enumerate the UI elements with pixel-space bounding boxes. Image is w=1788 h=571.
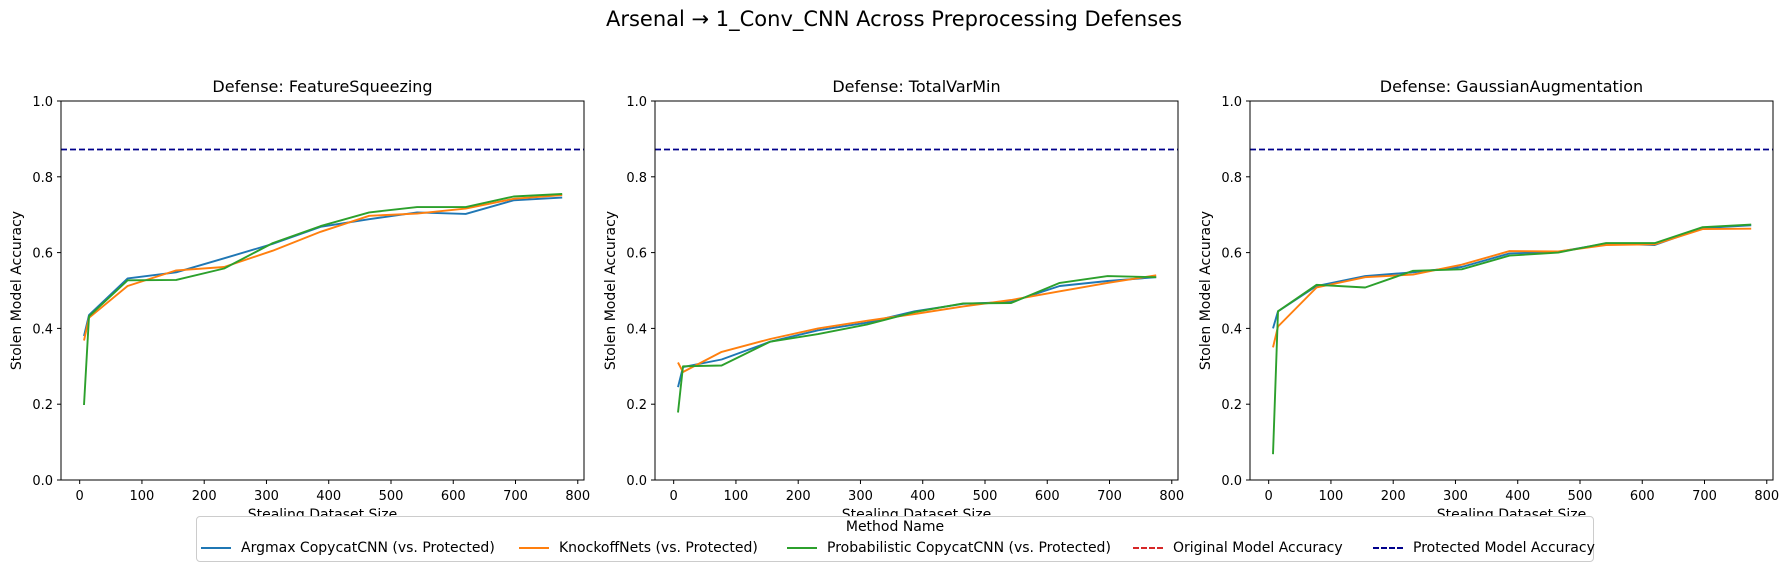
- legend-swatch: [787, 547, 817, 549]
- y-axis-label: Stolen Model Accuracy: [9, 211, 25, 370]
- legend-label: Protected Model Accuracy: [1413, 540, 1595, 556]
- x-tick-label: 100: [724, 489, 749, 504]
- y-tick-label: 0.8: [32, 171, 53, 186]
- x-tick-label: 0: [670, 489, 678, 504]
- series-line-probabilistic-copycatcnn-vs-protected: [677, 275, 1157, 413]
- legend-swatch: [519, 547, 549, 549]
- axes-frame: [654, 100, 1179, 481]
- y-tick-label: 0.8: [626, 171, 647, 186]
- y-tick-label: 0.6: [626, 247, 647, 262]
- y-tick-label: 1.0: [1221, 95, 1242, 110]
- x-tick-label: 700: [1097, 489, 1122, 504]
- legend-item-argmax-copycatcnn: Argmax CopycatCNN (vs. Protected): [201, 539, 495, 557]
- legend-swatch: [1133, 547, 1163, 549]
- x-tick-label: 200: [786, 489, 811, 504]
- x-tick-label: 800: [1754, 489, 1779, 504]
- series-line-argmax-copycatcnn-vs-protected: [677, 276, 1157, 388]
- y-tick-label: 0.4: [626, 322, 647, 337]
- axes-frame: [60, 100, 585, 481]
- y-axis-label: Stolen Model Accuracy: [1198, 211, 1214, 370]
- subplot-1: Defense: FeatureSqueezing 0.0 0.2 0.4 0.6 0.8…: [9, 77, 590, 523]
- legend-item-protected-model-accuracy: Protected Model Accuracy: [1373, 539, 1595, 557]
- legend-swatch: [201, 547, 231, 549]
- y-axis-label: Stolen Model Accuracy: [603, 211, 619, 370]
- series-line-knockoffnets-vs-protected: [83, 194, 563, 341]
- legend-label: Argmax CopycatCNN (vs. Protected): [241, 540, 495, 556]
- y-tick-label: 0.4: [1221, 322, 1242, 337]
- y-tick-label: 0.0: [1221, 474, 1242, 489]
- series-line-knockoffnets-vs-protected: [677, 274, 1157, 373]
- legend: Method Name Argmax CopycatCNN (vs. Prote…: [196, 516, 1595, 562]
- legend-label: KnockoffNets (vs. Protected): [559, 540, 758, 556]
- x-tick-label: 0: [76, 489, 84, 504]
- x-tick-label: 600: [441, 489, 466, 504]
- series-line-probabilistic-copycatcnn-vs-protected: [83, 192, 563, 406]
- x-tick-label: 600: [1035, 489, 1060, 504]
- x-tick-label: 100: [130, 489, 155, 504]
- x-tick-label: 400: [910, 489, 935, 504]
- x-tick-label: 300: [1443, 489, 1468, 504]
- x-tick-label: 400: [1505, 489, 1530, 504]
- y-tick-label: 0.0: [626, 474, 647, 489]
- x-tick-label: 300: [848, 489, 873, 504]
- series-line-argmax-copycatcnn-vs-protected: [83, 196, 563, 337]
- y-tick-label: 0.6: [1221, 247, 1242, 262]
- subplot-3: Defense: GaussianAugmentation 0.0 0.2 0.4 0.…: [1198, 77, 1779, 523]
- x-tick-label: 600: [1630, 489, 1655, 504]
- subplot-title: Defense: FeatureSqueezing: [212, 77, 432, 96]
- x-tick-label: 800: [1159, 489, 1184, 504]
- x-tick-label: 300: [254, 489, 279, 504]
- y-tick-label: 0.6: [32, 247, 53, 262]
- y-tick-label: 1.0: [32, 95, 53, 110]
- x-tick-label: 0: [1265, 489, 1273, 504]
- axes-frame: [1249, 100, 1774, 481]
- y-tick-label: 0.2: [1221, 398, 1242, 413]
- x-tick-label: 200: [1381, 489, 1406, 504]
- legend-item-original-model-accuracy: Original Model Accuracy: [1133, 539, 1343, 557]
- x-tick-label: 700: [1692, 489, 1717, 504]
- x-tick-label: 100: [1319, 489, 1344, 504]
- series-line-probabilistic-copycatcnn-vs-protected: [1272, 223, 1752, 455]
- y-tick-label: 0.4: [32, 322, 53, 337]
- x-tick-label: 500: [379, 489, 404, 504]
- x-tick-label: 700: [503, 489, 528, 504]
- legend-swatch: [1373, 547, 1403, 549]
- subplot-title: Defense: TotalVarMin: [832, 77, 1000, 96]
- legend-label: Probabilistic CopycatCNN (vs. Protected): [827, 540, 1111, 556]
- subplot-title: Defense: GaussianAugmentation: [1380, 77, 1643, 96]
- x-tick-label: 500: [973, 489, 998, 504]
- x-tick-label: 500: [1568, 489, 1593, 504]
- legend-item-knockoffnets: KnockoffNets (vs. Protected): [519, 539, 758, 557]
- y-tick-label: 0.8: [1221, 171, 1242, 186]
- legend-item-probabilistic-copycatcnn: Probabilistic CopycatCNN (vs. Protected): [787, 539, 1111, 557]
- y-tick-label: 0.2: [626, 398, 647, 413]
- x-tick-label: 200: [192, 489, 217, 504]
- y-tick-label: 0.2: [32, 398, 53, 413]
- subplot-grid: Defense: FeatureSqueezing 0.0 0.2 0.4 0.6 0.8…: [9, 77, 1779, 523]
- legend-label: Original Model Accuracy: [1173, 540, 1343, 556]
- x-tick-label: 800: [565, 489, 590, 504]
- figure-title: Arsenal → 1_Conv_CNN Across Preprocessin…: [606, 7, 1182, 32]
- series-line-knockoffnets-vs-protected: [1272, 227, 1752, 348]
- legend-title: Method Name: [845, 519, 945, 535]
- y-tick-label: 1.0: [626, 95, 647, 110]
- series-line-argmax-copycatcnn-vs-protected: [1272, 224, 1752, 329]
- x-tick-label: 400: [316, 489, 341, 504]
- y-tick-label: 0.0: [32, 474, 53, 489]
- subplot-2: Defense: TotalVarMin 0.0 0.2 0.4 0.6 0.8 1.0 0 1…: [603, 77, 1184, 523]
